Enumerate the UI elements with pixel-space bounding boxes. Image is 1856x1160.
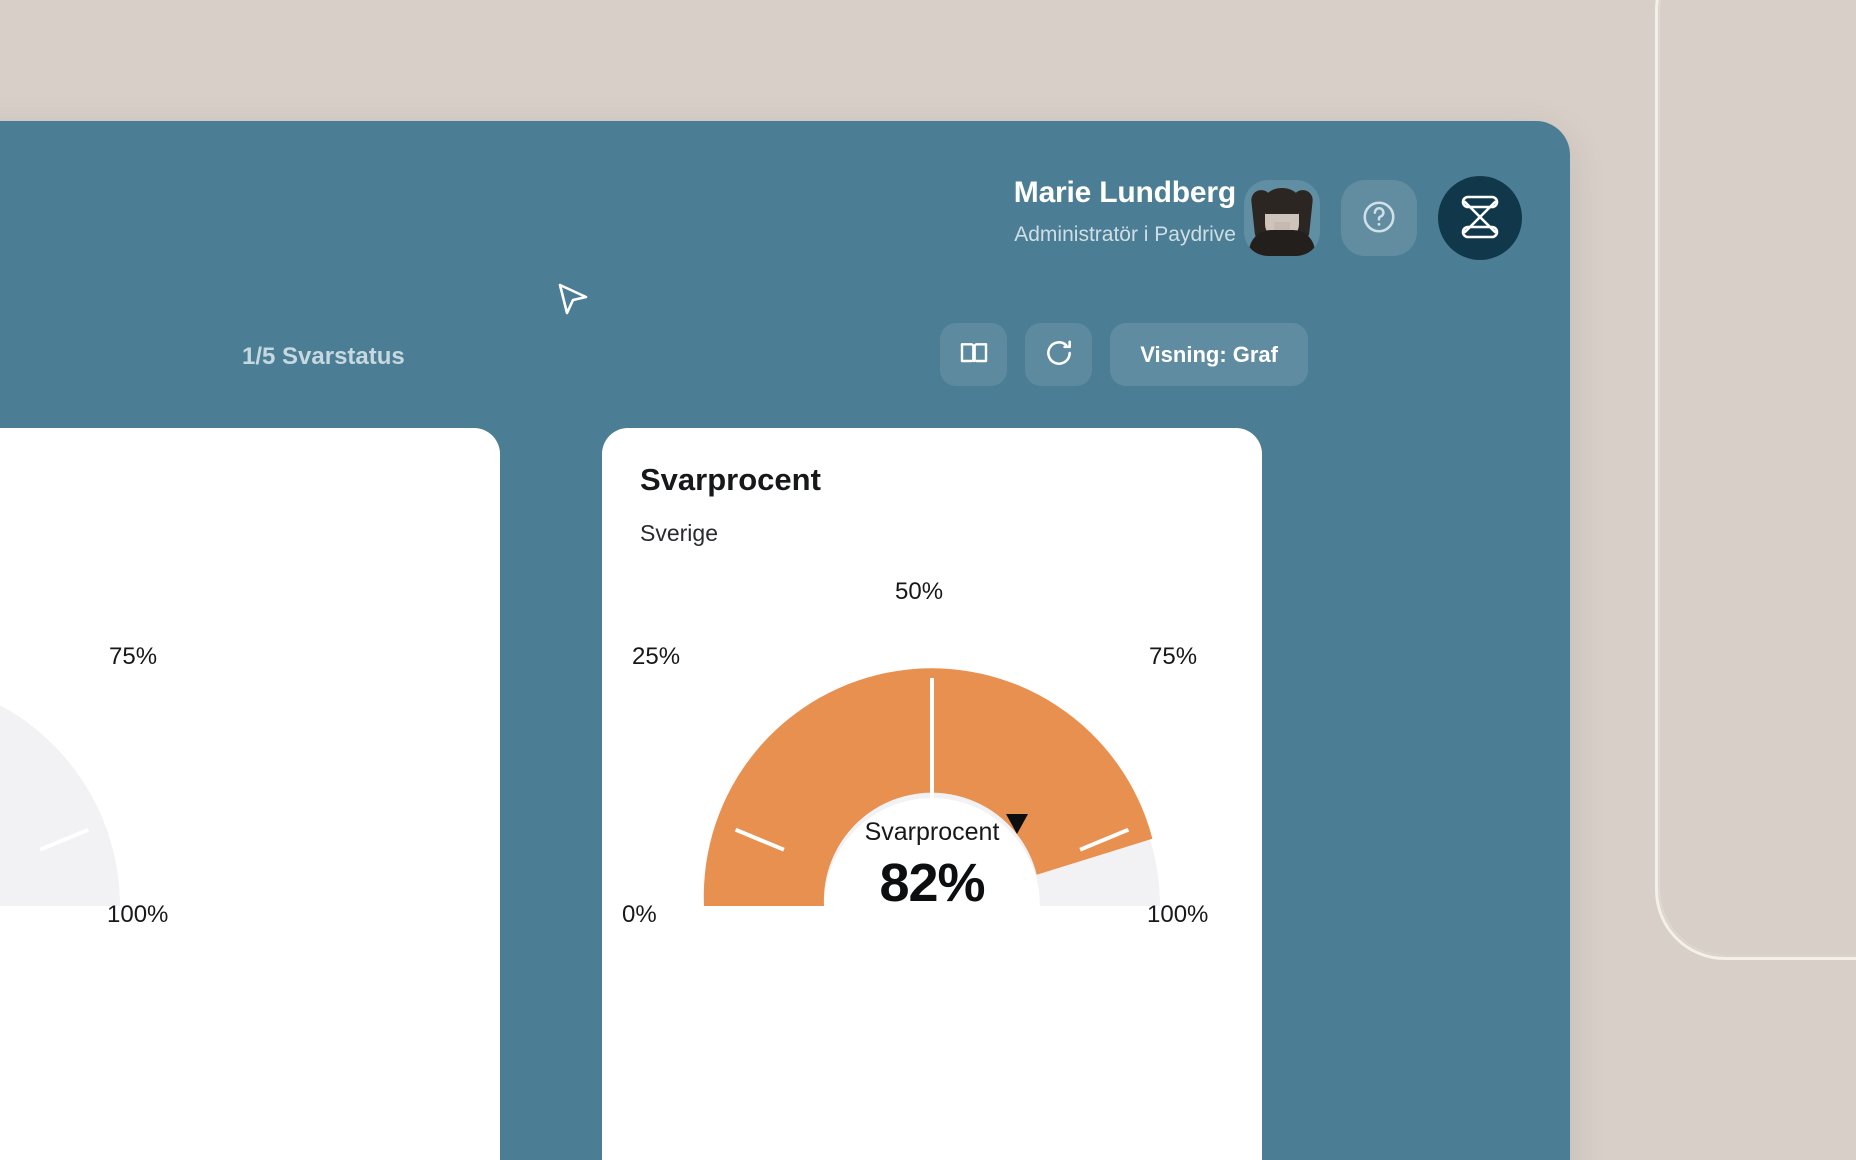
user-name: Marie Lundberg bbox=[1013, 176, 1236, 209]
gauge-right-tick-100: 100% bbox=[1147, 901, 1209, 928]
app-window: Marie Lundberg Administratör i Paydrive bbox=[0, 121, 1570, 1160]
cards-row: Svarprocent bbox=[0, 428, 1570, 1160]
avatar-hair-top bbox=[1261, 188, 1303, 214]
gauge-right-marker bbox=[1006, 814, 1028, 834]
book-button[interactable] bbox=[940, 323, 1008, 386]
user-info: Marie Lundberg Administratör i Paydrive bbox=[1014, 174, 1236, 248]
card-svarprocent-left: Svarprocent bbox=[0, 428, 500, 1160]
brand-logo-button[interactable] bbox=[1438, 176, 1522, 260]
avatar[interactable] bbox=[1244, 180, 1320, 256]
card-subtitle: Sverige bbox=[640, 520, 718, 546]
gauge-left-tick-75: 75% bbox=[109, 643, 158, 670]
toolbar-actions: Visning: Graf bbox=[940, 323, 1308, 386]
brand-logo-icon bbox=[1457, 193, 1503, 244]
user-role: Administratör i Paydrive bbox=[1014, 222, 1236, 246]
gauge-left-svg bbox=[0, 705, 120, 906]
gauge-right-svg bbox=[703, 668, 1160, 906]
gauge-left-center-label: Svarprocent bbox=[0, 818, 72, 847]
gauge-right-tick-0: 0% bbox=[622, 901, 657, 928]
avatar-body bbox=[1249, 230, 1315, 256]
toolbar-title: 1/5 Svarstatus bbox=[242, 343, 405, 370]
refresh-icon bbox=[1043, 337, 1075, 372]
card-title: Svarprocent bbox=[640, 462, 821, 497]
refresh-button[interactable] bbox=[1025, 323, 1093, 386]
help-button[interactable] bbox=[1341, 180, 1417, 256]
gauge-right-tick-50: 50% bbox=[895, 578, 944, 605]
decorative-frame-highlight bbox=[1660, 0, 1856, 955]
gauge-left: 25% 50% 75% 100% Svarprocent 61% bbox=[0, 606, 172, 1026]
gauge-right-center-label: Svarprocent bbox=[864, 818, 1000, 846]
gauge-left-tick-100: 100% bbox=[107, 901, 169, 928]
gauge-right: 0% 25% 50% 75% 100% Svarprocent 82% bbox=[622, 578, 1212, 1026]
question-mark-circle-icon bbox=[1360, 198, 1398, 239]
gauge-right-tick-25: 25% bbox=[632, 643, 681, 670]
topbar: Marie Lundberg Administratör i Paydrive bbox=[0, 121, 1570, 371]
card-svarprocent-right: Svarprocent Sverige bbox=[602, 428, 1262, 1160]
gauge-left-center-value: 61% bbox=[0, 852, 72, 914]
view-mode-button[interactable]: Visning: Graf bbox=[1110, 323, 1308, 386]
gauge-right-center-value: 82% bbox=[879, 853, 985, 913]
book-icon bbox=[958, 337, 990, 372]
toolbar: 1/5 Svarstatus bbox=[0, 318, 1570, 418]
view-mode-label: Visning: Graf bbox=[1140, 341, 1278, 367]
gauge-right-tick-75: 75% bbox=[1149, 643, 1198, 670]
decorative-frame bbox=[1655, 0, 1856, 960]
topbar-icons bbox=[1244, 176, 1522, 260]
